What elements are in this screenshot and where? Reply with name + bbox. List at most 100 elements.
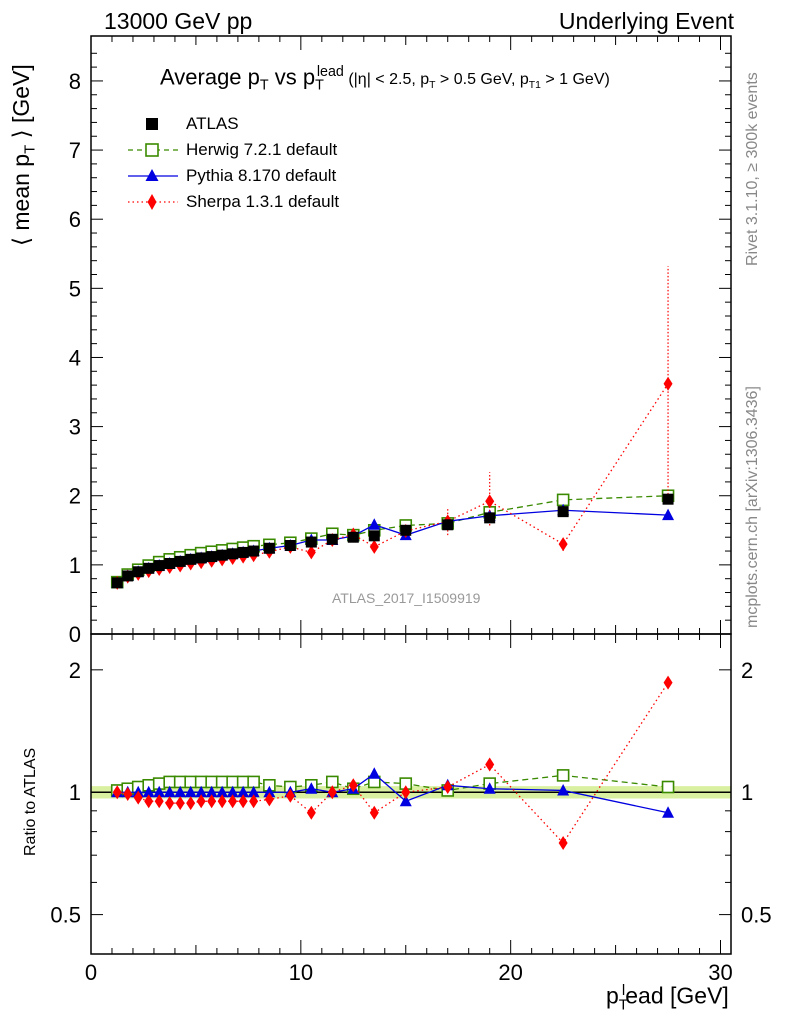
ratio-point-sherpa [327,785,337,800]
ratio-point-sherpa [443,779,453,794]
main-point-atlas [153,560,165,572]
main-point-atlas [263,542,275,554]
x-axis-label: pTlead [GeV] [606,982,729,1014]
ratio-plot-area [110,675,675,851]
legend-label-herwig: Herwig 7.2.1 default [186,140,338,159]
main-point-atlas [662,493,674,505]
main-point-atlas [305,536,317,548]
ratio-point-pythia [305,782,318,794]
main-y-tick-label: 4 [69,345,81,370]
ratio-point-sherpa [663,675,673,690]
ratio-point-sherpa [228,794,238,809]
ratio-point-sherpa [558,836,568,851]
main-y-tick-label: 2 [69,484,81,509]
ratio-point-pythia [399,794,412,807]
ratio-point-sherpa [485,757,495,772]
main-point-sherpa [369,539,379,554]
ratio-point-sherpa [133,790,143,805]
ratio-point-pythia [163,785,176,798]
ratio-y-tick-label-left: 1 [69,780,81,805]
ratio-point-sherpa [196,794,206,809]
main-point-atlas [195,552,207,564]
main-point-atlas [206,551,218,563]
ratio-point-pythia [184,785,197,798]
header-right: Underlying Event [558,8,734,34]
main-plot-area [110,266,675,590]
main-line-herwig [116,495,669,583]
main-point-sherpa [558,537,568,552]
main-point-atlas [557,506,569,518]
ratio-point-pythia [153,785,166,798]
analysis-watermark: ATLAS_2017_I1509919 [332,590,481,606]
ratio-point-pythia [263,785,276,798]
ratio-point-sherpa [207,794,217,809]
ratio-point-sherpa [264,792,274,807]
ratio-frame [90,633,732,955]
ratio-point-sherpa [123,786,133,801]
main-y-tick-label: 3 [69,415,81,440]
rivet-note: Rivet 3.1.10, ≥ 300k events [744,72,761,266]
legend-label-pythia: Pythia 8.170 default [186,166,337,185]
main-y-tick-label: 6 [69,207,81,232]
main-y-tick-label: 1 [69,553,81,578]
ratio-point-pythia [142,785,155,798]
main-y-tick-label: 7 [69,138,81,163]
ratio-point-sherpa [369,805,379,820]
plot-title: Average pT vs pTlead (|η| < 2.5, pT > 0.… [160,64,610,94]
x-tick-label: 0 [85,960,97,985]
ratio-line-sherpa [117,682,669,845]
ratio-point-sherpa [217,794,227,809]
main-y-tick-label: 8 [69,69,81,94]
ratio-point-sherpa [401,785,411,800]
ratio-point-herwig [661,780,675,794]
ratio-y-tick-label-right: 0.5 [741,903,772,928]
main-point-pythia [368,518,381,530]
main-point-atlas [143,562,155,574]
ratio-point-sherpa [238,794,248,809]
main-point-herwig [556,493,570,507]
main-y-axis-label: ⟨ mean pT ⟩ [GeV] [8,64,39,246]
ratio-point-sherpa [144,794,154,809]
ratio-y-tick-label-right: 1 [741,780,753,805]
x-tick-label: 30 [708,960,732,985]
ratio-y-tick-label-right: 2 [741,658,753,683]
main-point-atlas [164,557,176,569]
ratio-point-sherpa [175,796,185,811]
main-point-atlas [185,553,197,565]
main-point-sherpa [485,494,495,509]
ratio-point-pythia [195,785,208,798]
ratio-point-pythia [662,806,675,818]
ratio-point-sherpa [285,788,295,803]
ratio-point-pythia [237,785,250,798]
main-point-atlas [111,577,123,589]
ratio-point-pythia [205,785,218,798]
main-point-sherpa [306,545,316,560]
main-point-atlas [368,530,380,542]
ratio-point-pythia [174,785,187,798]
main-point-atlas [284,540,296,552]
ratio-point-sherpa [154,794,164,809]
main-y-tick-label: 0 [69,622,81,647]
ratio-point-sherpa [306,805,316,820]
ratio-point-sherpa [348,778,358,793]
ratio-point-sherpa [165,796,175,811]
main-point-atlas [442,519,454,531]
ratio-y-tick-label-left: 2 [69,658,81,683]
ratio-point-sherpa [249,794,259,809]
mcplots-note: mcplots.cern.ch [arXiv:1306.3436] [744,386,761,628]
ratio-point-herwig [556,769,570,782]
main-point-atlas [484,512,496,524]
main-line-pythia [116,509,669,584]
main-y-tick-label: 5 [69,276,81,301]
ratio-point-pythia [483,782,496,794]
legend-label-sherpa: Sherpa 1.3.1 default [186,192,340,211]
ratio-point-pythia [226,785,239,798]
x-tick-label: 10 [289,960,313,985]
main-point-pythia [662,508,675,521]
main-point-atlas [400,524,412,536]
main-point-atlas [132,566,144,578]
header-left: 13000 GeV pp [104,8,253,34]
main-point-sherpa [663,376,673,391]
